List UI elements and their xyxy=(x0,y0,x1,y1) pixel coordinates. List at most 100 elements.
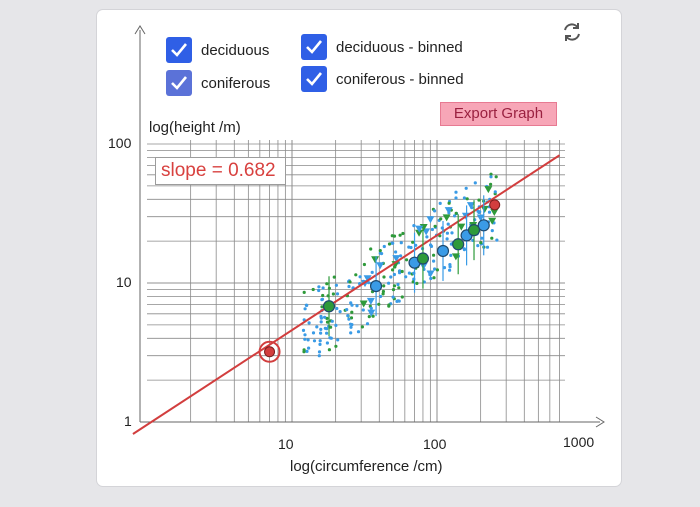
refresh-icon[interactable] xyxy=(560,20,584,44)
y-tick-label: 10 xyxy=(116,274,132,290)
binned-point xyxy=(477,219,490,232)
triangle-marker xyxy=(392,255,401,263)
deciduous-point xyxy=(323,315,327,319)
deciduous-point xyxy=(429,243,433,247)
deciduous-point xyxy=(398,269,402,273)
deciduous-point xyxy=(395,299,399,303)
deciduous-point xyxy=(450,231,454,235)
coniferous-point xyxy=(321,293,325,298)
legend-label-deciduous: deciduous xyxy=(201,41,270,59)
coniferous-point xyxy=(331,292,335,296)
coniferous-point xyxy=(311,287,315,292)
coniferous-point xyxy=(360,325,364,329)
coniferous-point xyxy=(325,282,329,286)
export-graph-button[interactable]: Export Graph xyxy=(440,102,557,126)
triangle-marker xyxy=(484,186,493,194)
legend-item-coniferous[interactable]: coniferous xyxy=(166,70,270,96)
deciduous-point xyxy=(493,190,497,194)
coniferous-point xyxy=(432,276,436,280)
legend-item-deciduous-binned[interactable]: deciduous - binned xyxy=(301,34,463,60)
deciduous-point xyxy=(320,297,325,301)
deciduous-point xyxy=(361,308,365,312)
deciduous-point xyxy=(396,282,400,287)
coniferous-point xyxy=(327,348,331,352)
deciduous-point xyxy=(473,181,477,185)
y-axis-label: log(height /m) xyxy=(149,119,241,136)
deciduous-point xyxy=(404,275,408,279)
coniferous-point xyxy=(334,344,338,348)
fit-line xyxy=(132,154,561,435)
triangle-marker xyxy=(480,205,489,213)
triangle-marker xyxy=(426,270,435,278)
deciduous-point xyxy=(335,292,340,296)
coniferous-point xyxy=(454,211,458,215)
coniferous-point xyxy=(435,268,439,272)
deciduous-point xyxy=(304,303,308,307)
coniferous-point xyxy=(489,182,493,186)
deciduous-point xyxy=(453,214,457,218)
check-icon xyxy=(171,76,188,90)
deciduous-point xyxy=(449,253,453,257)
coniferous-point xyxy=(381,289,385,294)
triangle-marker xyxy=(366,297,375,305)
coniferous-point xyxy=(391,288,396,292)
coniferous-point xyxy=(350,310,354,314)
deciduous-point xyxy=(356,330,361,334)
deciduous-point xyxy=(325,327,329,331)
deciduous-point xyxy=(445,237,449,241)
checkbox-coniferous[interactable] xyxy=(166,70,192,96)
deciduous-point xyxy=(446,222,450,226)
deciduous-point xyxy=(454,190,458,194)
coniferous-point xyxy=(479,241,483,245)
deciduous-point xyxy=(350,323,354,327)
deciduous-point xyxy=(476,244,480,248)
triangle-marker xyxy=(466,202,475,210)
coniferous-point xyxy=(332,275,336,279)
deciduous-point xyxy=(312,339,317,343)
coniferous-point xyxy=(392,234,397,238)
deciduous-point xyxy=(334,283,338,287)
deciduous-point xyxy=(349,325,353,329)
deciduous-point xyxy=(432,259,436,263)
triangle-marker xyxy=(415,229,424,237)
coniferous-point xyxy=(367,315,371,319)
legend-item-deciduous[interactable]: deciduous xyxy=(166,37,269,63)
deciduous-point xyxy=(379,294,383,299)
deciduous-point xyxy=(433,209,437,213)
binned-point xyxy=(436,244,450,258)
deciduous-point xyxy=(391,241,395,245)
deciduous-point xyxy=(489,175,493,179)
deciduous-point xyxy=(307,346,311,350)
legend-item-coniferous-binned[interactable]: coniferous - binned xyxy=(301,66,464,92)
triangle-marker xyxy=(442,214,451,222)
x-tick-label: 1000 xyxy=(563,434,595,450)
checkbox-coniferous-binned[interactable] xyxy=(301,66,327,92)
coniferous-point xyxy=(371,314,375,318)
deciduous-point xyxy=(391,295,395,299)
deciduous-point xyxy=(319,320,323,324)
check-icon xyxy=(306,40,323,54)
deciduous-point xyxy=(365,322,370,326)
deciduous-point xyxy=(487,210,492,214)
triangle-marker xyxy=(415,225,424,233)
y-tick-label: 100 xyxy=(108,135,132,151)
deciduous-point xyxy=(462,247,466,251)
checkbox-deciduous-binned[interactable] xyxy=(301,34,327,60)
coniferous-point xyxy=(325,320,330,324)
deciduous-point xyxy=(382,244,386,249)
binned-point xyxy=(467,224,481,237)
coniferous-point xyxy=(369,247,373,251)
deciduous-point xyxy=(315,325,319,329)
deciduous-point xyxy=(358,275,362,279)
binned-point xyxy=(322,300,336,313)
coniferous-point xyxy=(415,281,419,285)
checkbox-deciduous[interactable] xyxy=(166,37,192,63)
coniferous-point xyxy=(400,295,404,299)
deciduous-point xyxy=(462,196,466,200)
deciduous-point xyxy=(311,331,316,335)
coniferous-point xyxy=(377,302,381,306)
coniferous-point xyxy=(320,305,324,309)
deciduous-point xyxy=(438,201,442,205)
legend-label-coniferous-binned: coniferous - binned xyxy=(336,70,464,88)
deciduous-point xyxy=(369,306,373,310)
